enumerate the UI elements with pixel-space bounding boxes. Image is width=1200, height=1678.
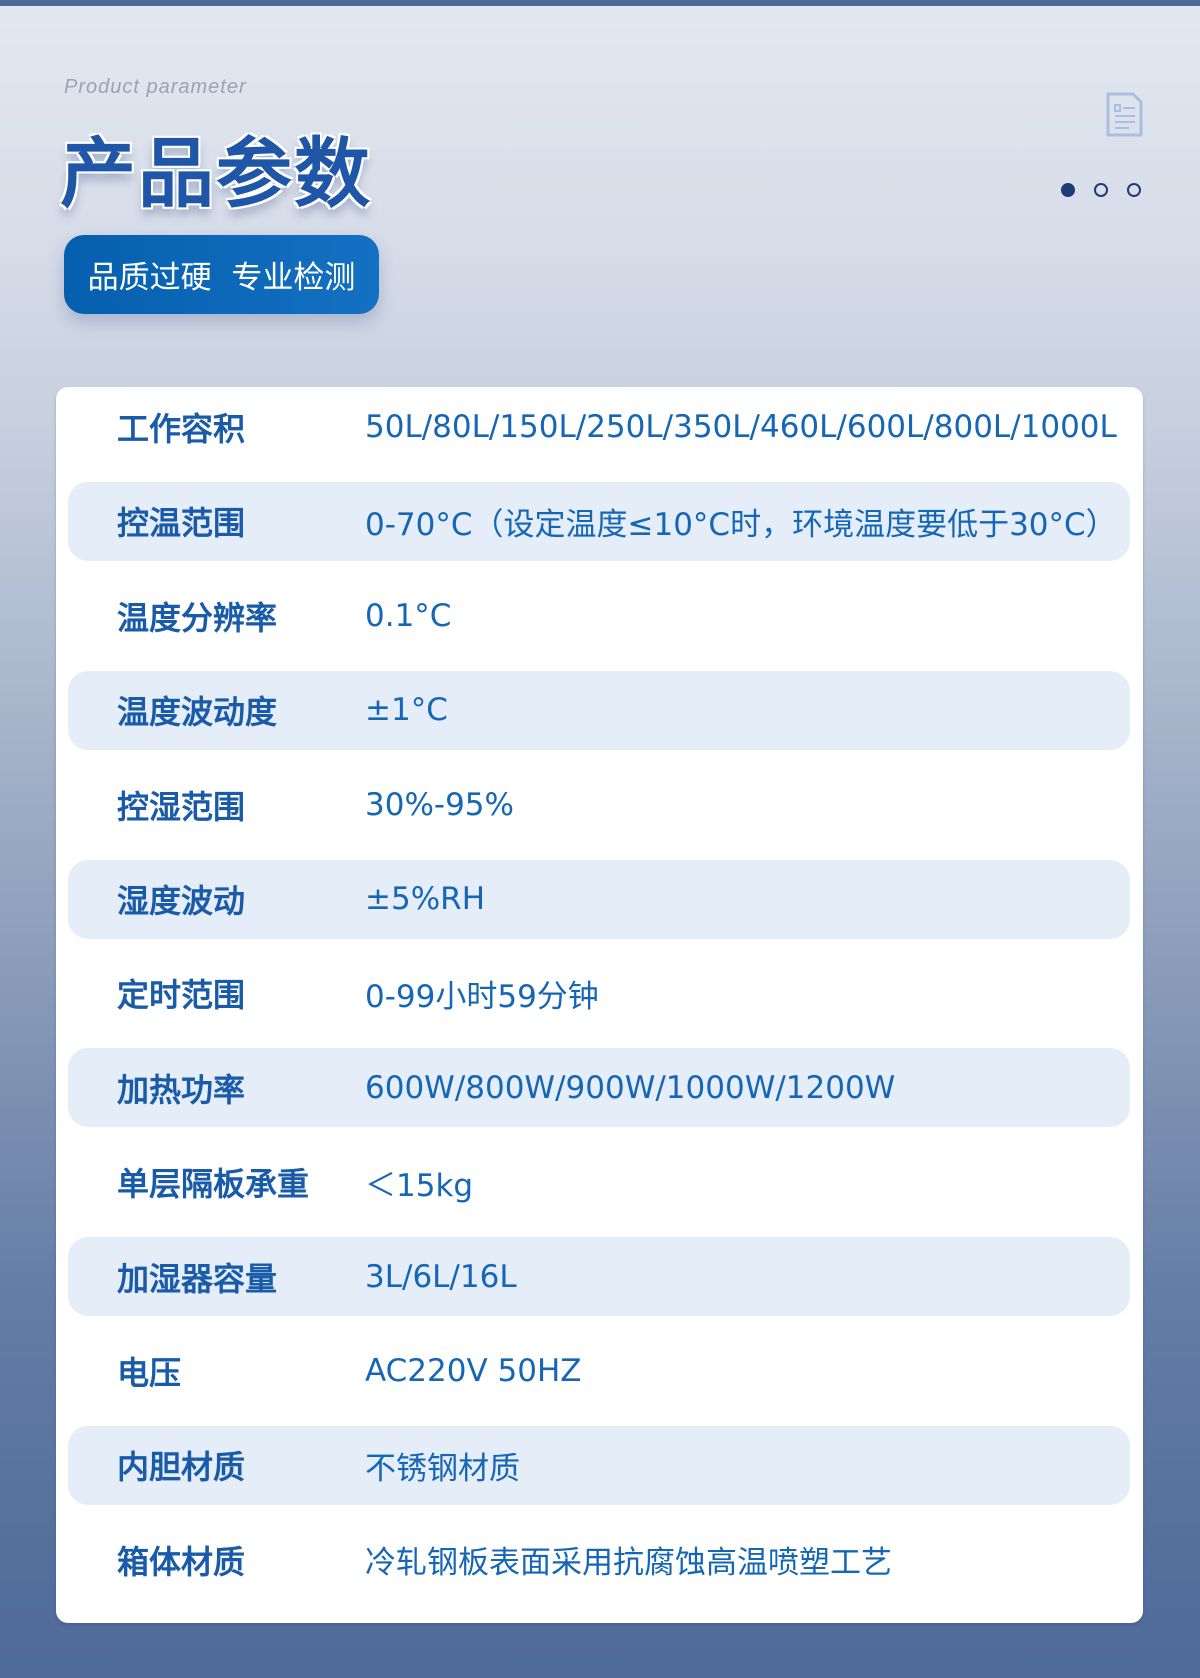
parameter-value: 0-70°C（设定温度≤10°C时，环境温度要低于30°C） [365, 506, 1117, 543]
parameter-row: 定时范围 0-99小时59分钟 [68, 954, 1130, 1033]
parameter-row: 电压 AC220V 50HZ [68, 1332, 1130, 1411]
pager-dot[interactable] [1127, 183, 1141, 197]
pager-dots [1061, 183, 1141, 197]
parameter-label: 温度分辨率 [117, 598, 278, 637]
parameter-label: 定时范围 [117, 976, 246, 1015]
quality-badge: 品质过硬 专业检测 [64, 235, 379, 314]
parameter-label: 湿度波动 [117, 882, 246, 920]
parameter-label: 内胆材质 [117, 1448, 246, 1487]
parameter-value: AC220V 50HZ [365, 1353, 582, 1389]
top-bar [0, 0, 1200, 6]
parameter-label: 加湿器容量 [117, 1259, 278, 1298]
parameter-label: 电压 [117, 1354, 182, 1392]
parameter-row: 内胆材质 不锈钢材质 [68, 1425, 1130, 1505]
parameter-value: ±1°C [365, 692, 448, 729]
parameter-value: 冷轧钢板表面采用抗腐蚀高温喷塑工艺 [365, 1545, 892, 1582]
parameter-row: 工作容积 50L/80L/150L/250L/350L/460L/600L/800… [68, 388, 1130, 467]
parameter-label: 加热功率 [117, 1070, 246, 1109]
pager-dot[interactable] [1094, 183, 1108, 197]
parameter-row: 温度波动度 ±1°C [68, 670, 1130, 750]
parameter-card: 工作容积 50L/80L/150L/250L/350L/460L/600L/800… [56, 387, 1143, 1623]
parameter-row: 单层隔板承重 ＜15kg [68, 1143, 1130, 1222]
parameter-row: 控温范围 0-70°C（设定温度≤10°C时，环境温度要低于30°C） [68, 481, 1130, 561]
parameter-value: 3L/6L/16L [365, 1258, 517, 1295]
parameter-row: 湿度波动 ±5%RH [68, 859, 1130, 939]
parameter-value: 600W/800W/900W/1000W/1200W [365, 1069, 896, 1106]
page-title: 产品参数 [60, 129, 372, 218]
parameter-row: 加热功率 600W/800W/900W/1000W/1200W [68, 1048, 1130, 1128]
parameter-label: 控温范围 [117, 504, 246, 543]
parameter-label: 单层隔板承重 [117, 1165, 310, 1204]
parameter-value: 不锈钢材质 [365, 1450, 520, 1487]
document-icon [1106, 92, 1143, 137]
parameter-label: 控湿范围 [117, 787, 246, 826]
parameter-label: 箱体材质 [117, 1542, 246, 1581]
parameter-row: 控湿范围 30%-95% [68, 765, 1130, 844]
parameter-value: ＜15kg [365, 1167, 474, 1204]
parameter-value: 30%-95% [365, 786, 514, 823]
parameter-value: 50L/80L/150L/250L/350L/460L/600L/800L/10… [365, 409, 1117, 445]
parameter-value: ±5%RH [365, 881, 486, 917]
parameter-value: 0-99小时59分钟 [365, 978, 599, 1015]
parameter-label: 温度波动度 [117, 693, 278, 732]
parameter-row: 温度分辨率 0.1°C [68, 576, 1130, 655]
parameter-row: 加湿器容量 3L/6L/16L [68, 1237, 1130, 1317]
parameter-label: 工作容积 [117, 410, 246, 448]
parameter-row: 箱体材质 冷轧钢板表面采用抗腐蚀高温喷塑工艺 [68, 1520, 1130, 1599]
pager-dot-active[interactable] [1061, 183, 1075, 197]
section-subtitle: Product parameter [64, 76, 247, 98]
parameter-value: 0.1°C [365, 597, 452, 634]
